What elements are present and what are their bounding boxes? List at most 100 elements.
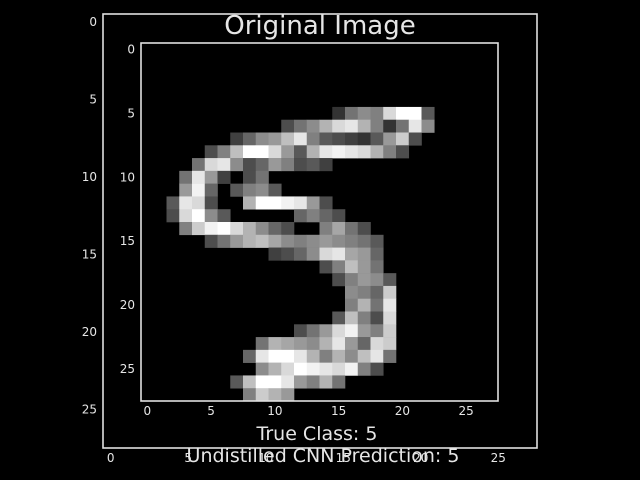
digit-pixel <box>396 145 410 159</box>
digit-pixel <box>230 375 244 389</box>
digit-pixel <box>255 375 269 389</box>
digit-pixel <box>357 285 371 300</box>
digit-pixel <box>179 183 193 197</box>
digit-pixel <box>192 183 206 197</box>
digit-pixel <box>294 324 308 338</box>
digit-pixel <box>357 349 371 363</box>
inner-y-tick-label: 10 <box>120 170 135 184</box>
digit-pixel <box>383 106 397 121</box>
digit-pixel <box>345 298 359 312</box>
digit-pixel <box>255 337 269 351</box>
digit-pixel <box>255 132 269 146</box>
digit-pixel <box>408 119 422 133</box>
digit-pixel <box>281 375 295 389</box>
digit-pixel <box>396 119 410 133</box>
digit-pixel <box>204 145 218 159</box>
inner-y-tick-label: 15 <box>120 234 135 248</box>
digit-pixel <box>243 234 257 248</box>
inner-x-tick-label: 20 <box>395 404 410 418</box>
outer-axes: 0 5 10 15 20 25 0 5 10 15 20 25 <box>82 13 538 465</box>
digit-pixel <box>370 106 384 121</box>
digit-pixel <box>294 158 308 172</box>
digit-pixel <box>357 273 371 287</box>
digit-pixel <box>370 273 384 287</box>
digit-pixel <box>204 222 218 236</box>
outer-axes-frame <box>102 13 538 449</box>
digit-pixel <box>281 362 295 376</box>
digit-pixel <box>319 145 333 159</box>
outer-y-tick-label: 25 <box>82 402 97 416</box>
digit-pixel <box>345 132 359 146</box>
digit-pixel <box>294 132 308 146</box>
digit-pixel <box>204 183 218 197</box>
outer-x-tick-label: 10 <box>258 451 273 465</box>
digit-pixel <box>319 324 333 338</box>
digit-pixel <box>383 132 397 146</box>
digit-pixel <box>332 311 346 325</box>
digit-pixel <box>383 119 397 133</box>
digit-pixel <box>408 132 422 146</box>
digit-pixel <box>179 209 193 223</box>
digit-pixel <box>243 388 257 402</box>
digit-pixel <box>357 298 371 312</box>
outer-y-tick-label: 5 <box>89 92 97 106</box>
digit-pixel <box>281 158 295 172</box>
digit-pixel <box>306 145 320 159</box>
digit-pixel <box>370 260 384 274</box>
digit-pixel <box>332 145 346 159</box>
digit-pixel <box>268 158 282 172</box>
digit-pixel <box>345 234 359 248</box>
digit-pixel <box>294 209 308 223</box>
inner-y-tick-label: 0 <box>127 42 135 56</box>
digit-pixel <box>268 349 282 363</box>
outer-y-tick-labels: 0 5 10 15 20 25 <box>82 15 97 417</box>
digit-pixel <box>319 362 333 376</box>
prediction-caption: Undistilled CNN Prediction: 5 <box>187 445 460 467</box>
digit-pixel <box>281 337 295 351</box>
inner-x-tick-label: 0 <box>144 404 152 418</box>
digit-pixel <box>370 362 384 376</box>
digit-pixel <box>306 375 320 389</box>
digit-pixel <box>396 106 410 121</box>
digit-pixel <box>192 170 206 184</box>
digit-pixel <box>294 234 308 248</box>
digit-pixel <box>243 183 257 197</box>
inner-x-tick-label: 15 <box>331 404 346 418</box>
outer-x-tick-label: 25 <box>491 451 506 465</box>
digit-pixel <box>319 132 333 146</box>
digit-pixel <box>345 349 359 363</box>
outer-x-tick-labels: 0 5 10 15 20 25 <box>107 451 506 465</box>
digit-pixel <box>357 247 371 261</box>
digit-pixel <box>332 234 346 248</box>
digit-pixel <box>230 222 244 236</box>
digit-pixel <box>268 247 282 261</box>
digit-pixel <box>281 119 295 133</box>
inner-axes-frame <box>140 42 499 402</box>
digit-pixel <box>179 170 193 184</box>
digit-pixel <box>306 337 320 351</box>
digit-pixel <box>243 349 257 363</box>
digit-pixel <box>383 349 397 363</box>
digit-pixel <box>383 145 397 159</box>
digit-pixel <box>294 196 308 210</box>
digit-pixel <box>204 234 218 248</box>
digit-pixel <box>243 196 257 210</box>
digit-pixel <box>255 196 269 210</box>
digit-pixel <box>255 349 269 363</box>
digit-pixel <box>345 311 359 325</box>
digit-pixel <box>281 132 295 146</box>
digit-pixel <box>281 145 295 159</box>
digit-pixel <box>217 145 231 159</box>
inner-y-tick-labels: 0 5 10 15 20 25 <box>120 42 135 376</box>
digit-pixel <box>319 119 333 133</box>
digit-pixel <box>319 158 333 172</box>
outer-y-tick-label: 10 <box>82 170 97 184</box>
digit-pixel <box>243 170 257 184</box>
digit-pixel <box>370 247 384 261</box>
digit-pixel <box>166 196 180 210</box>
inner-x-tick-label: 25 <box>458 404 473 418</box>
digit-pixel <box>357 222 371 236</box>
digit-pixel <box>306 132 320 146</box>
digit-pixel <box>306 247 320 261</box>
digit-pixel <box>255 158 269 172</box>
